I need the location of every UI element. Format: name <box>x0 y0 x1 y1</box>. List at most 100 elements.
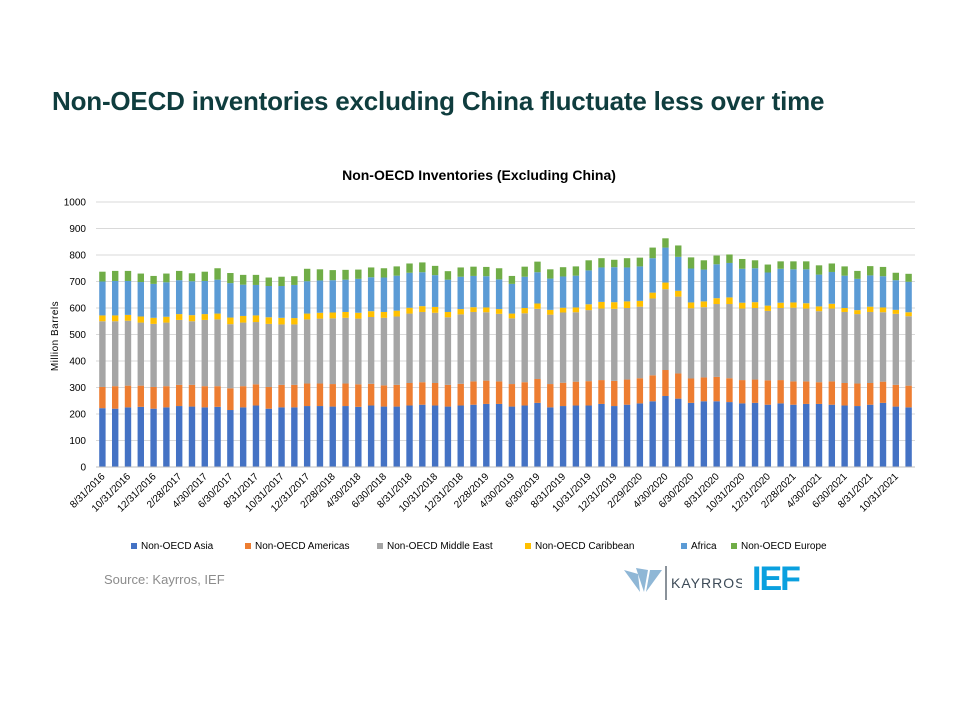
bar-segment-non-oecd-europe <box>393 266 400 276</box>
bar-segment-non-oecd-middle-east <box>879 312 887 382</box>
bar-segment-africa <box>111 280 119 316</box>
bar-segment-non-oecd-middle-east <box>636 306 644 379</box>
bar-segment-non-oecd-caribbean <box>559 307 567 313</box>
bar-segment-non-oecd-asia <box>367 405 375 467</box>
bar-segment-non-oecd-caribbean <box>700 301 708 308</box>
bar-segment-non-oecd-europe <box>508 275 516 284</box>
bar-segment-non-oecd-asia <box>393 406 400 467</box>
bar-segment-africa <box>534 272 541 304</box>
bar-segment-non-oecd-middle-east <box>265 323 272 387</box>
bar-segment-non-oecd-middle-east <box>342 317 349 384</box>
bar-segment-non-oecd-americas <box>483 380 490 404</box>
bar-segment-africa <box>547 278 554 310</box>
bar-segment-non-oecd-middle-east <box>214 319 221 387</box>
bar-segment-non-oecd-asia <box>700 401 708 467</box>
bar-segment-non-oecd-caribbean <box>854 310 861 315</box>
bar-segment-non-oecd-americas <box>726 378 733 403</box>
bar-segment-non-oecd-asia <box>675 398 682 467</box>
bar-segment-non-oecd-caribbean <box>751 302 759 308</box>
bar-segment-non-oecd-middle-east <box>355 318 362 385</box>
bar-segment-non-oecd-caribbean <box>649 292 656 299</box>
bar-segment-non-oecd-caribbean <box>547 309 554 315</box>
bar-segment-africa <box>828 271 836 304</box>
bar-segment-non-oecd-caribbean <box>278 317 285 325</box>
bar-segment-africa <box>572 275 580 308</box>
stacked-bar-chart: Non-OECD Inventories (Excluding China) 0… <box>50 167 915 552</box>
bar-segment-non-oecd-americas <box>777 380 784 404</box>
bar-segment-non-oecd-americas <box>508 384 516 407</box>
bar-segment-non-oecd-caribbean <box>687 302 695 309</box>
bar-segment-non-oecd-europe <box>841 266 848 276</box>
bar-segment-non-oecd-middle-east <box>751 308 759 380</box>
bar-segment-non-oecd-americas <box>521 382 528 406</box>
bar-segment-non-oecd-caribbean <box>777 302 784 308</box>
bar-segment-africa <box>495 279 503 310</box>
bar-segment-non-oecd-asia <box>163 407 170 467</box>
bar-segment-non-oecd-europe <box>329 270 336 281</box>
bar-segment-non-oecd-caribbean <box>534 303 541 309</box>
bar-segment-africa <box>687 268 695 303</box>
bar-segment-non-oecd-caribbean <box>483 307 490 313</box>
y-tick-label: 600 <box>69 304 86 315</box>
bar-segment-non-oecd-europe <box>380 268 388 278</box>
bar-segment-non-oecd-asia <box>214 406 221 467</box>
bar-segment-non-oecd-caribbean <box>508 313 516 319</box>
bar-segment-non-oecd-caribbean <box>175 314 183 320</box>
bar-segment-non-oecd-caribbean <box>201 314 208 320</box>
bar-segment-non-oecd-europe <box>662 238 669 248</box>
bar-segment-non-oecd-americas <box>150 386 157 409</box>
y-tick-label: 100 <box>69 436 86 447</box>
bar-segment-non-oecd-caribbean <box>329 312 336 319</box>
bar-segment-non-oecd-americas <box>905 385 912 408</box>
bar-segment-non-oecd-asia <box>867 404 874 467</box>
bar-segment-non-oecd-caribbean <box>316 312 324 319</box>
bar-segment-non-oecd-americas <box>419 382 426 405</box>
bar-segment-africa <box>854 278 861 311</box>
bar-segment-non-oecd-middle-east <box>892 313 900 385</box>
bar-segment-non-oecd-asia <box>124 407 132 467</box>
bar-segment-non-oecd-europe <box>739 258 746 269</box>
bar-segment-non-oecd-middle-east <box>380 317 388 386</box>
bar-segment-non-oecd-americas <box>239 386 247 408</box>
bar-segment-non-oecd-americas <box>380 385 388 407</box>
bar-segment-non-oecd-europe <box>457 267 464 277</box>
bar-segment-non-oecd-americas <box>585 381 592 406</box>
legend-label-non-oecd-americas: Non-OECD Americas <box>255 541 349 552</box>
bar-segment-non-oecd-americas <box>303 383 311 407</box>
bar-segment-africa <box>431 275 439 307</box>
bar-segment-africa <box>675 256 682 291</box>
bar-segment-non-oecd-europe <box>585 260 592 271</box>
legend-label-non-oecd-middle-east: Non-OECD Middle East <box>387 541 493 552</box>
bar-segment-africa <box>406 272 413 308</box>
bar-segment-non-oecd-caribbean <box>291 318 298 325</box>
legend-swatch-non-oecd-middle-east <box>377 543 383 549</box>
bar-segment-non-oecd-americas <box>124 385 132 408</box>
bar-segment-non-oecd-americas <box>611 380 618 407</box>
bar-segment-non-oecd-americas <box>291 384 298 408</box>
bar-segment-non-oecd-americas <box>355 384 362 407</box>
bar-segment-non-oecd-americas <box>879 381 887 403</box>
bar-segment-africa <box>303 281 311 314</box>
bar-segment-non-oecd-asia <box>636 403 644 467</box>
bar-segment-non-oecd-caribbean <box>879 307 887 313</box>
bar-segment-non-oecd-americas <box>764 380 772 405</box>
bar-segment-non-oecd-americas <box>713 376 720 402</box>
bar-segment-non-oecd-europe <box>534 261 541 273</box>
bar-segment-non-oecd-caribbean <box>572 307 580 313</box>
bar-segment-non-oecd-europe <box>163 273 170 283</box>
bar-segment-non-oecd-americas <box>675 373 682 399</box>
y-axis-ticks: 0 100 200 300 400 500 600 700 800 900 1000 <box>64 198 87 474</box>
bar-segment-non-oecd-europe <box>483 266 490 277</box>
bar-segment-non-oecd-asia <box>188 406 196 467</box>
bar-segment-non-oecd-asia <box>841 405 848 467</box>
bar-segment-non-oecd-americas <box>841 382 848 406</box>
bar-segment-non-oecd-caribbean <box>239 315 247 323</box>
bar-segment-non-oecd-asia <box>764 404 772 467</box>
bar-segment-non-oecd-caribbean <box>867 306 874 312</box>
bar-segment-non-oecd-middle-east <box>419 311 426 383</box>
bar-segment-non-oecd-caribbean <box>585 304 592 311</box>
y-tick-label: 300 <box>69 383 86 394</box>
bar-segment-non-oecd-asia <box>380 406 388 467</box>
bar-segment-non-oecd-middle-east <box>252 322 260 385</box>
bar-segment-non-oecd-americas <box>534 379 541 403</box>
